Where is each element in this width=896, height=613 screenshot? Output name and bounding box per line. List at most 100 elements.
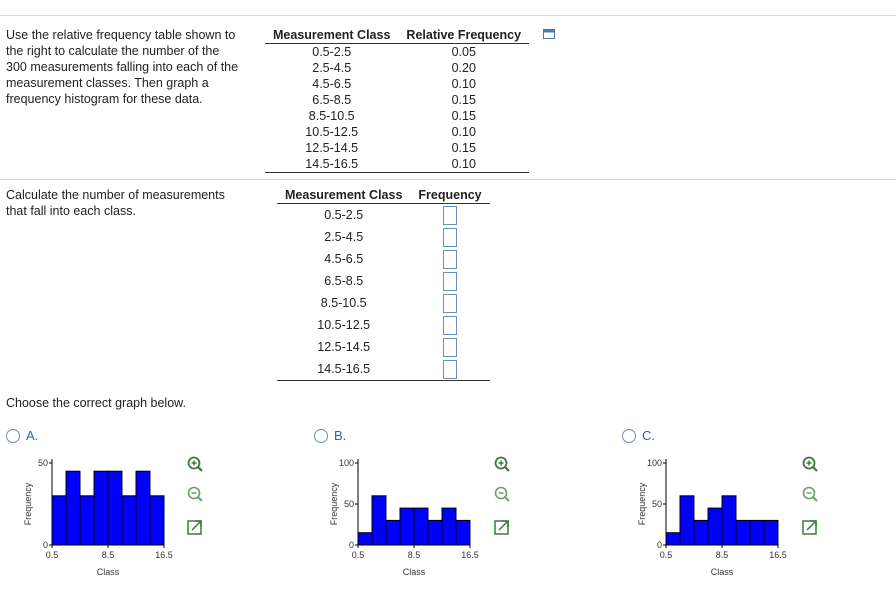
choose-graph-prompt: Choose the correct graph below. bbox=[6, 396, 186, 410]
histogram-bar bbox=[455, 519, 471, 546]
histogram-bar bbox=[399, 507, 415, 546]
frequency-input-box[interactable] bbox=[443, 227, 458, 247]
option-c-radio[interactable] bbox=[622, 428, 636, 443]
rel-freq-cell: 0.15 bbox=[451, 109, 476, 123]
option-a-radio[interactable] bbox=[6, 428, 20, 443]
option-b[interactable]: B. bbox=[314, 428, 346, 443]
option-b-radio[interactable] bbox=[314, 428, 328, 443]
zoom-out-icon[interactable] bbox=[801, 485, 819, 503]
zoom-in-icon[interactable] bbox=[493, 455, 511, 473]
y-axis-label: Frequency bbox=[23, 482, 33, 525]
frequency-row: 2.5-4.5 bbox=[277, 226, 490, 248]
frequency-cell bbox=[410, 358, 490, 381]
zoom-in-icon[interactable] bbox=[186, 455, 204, 473]
y-tick-label: 0 bbox=[657, 540, 662, 550]
frequency-class-cell: 4.5-6.5 bbox=[324, 252, 364, 266]
rel-freq-cell: 0.10 bbox=[451, 77, 476, 91]
option-c-label: C. bbox=[642, 428, 655, 443]
option-a[interactable]: A. bbox=[6, 428, 38, 443]
histogram-option-b: 0 50 100 0.5 8.5 16.5 Class Frequency bbox=[329, 458, 479, 577]
relative-frequency-table: Measurement Class Relative Frequency 0.5… bbox=[265, 27, 530, 173]
class-cell: 8.5-10.5 bbox=[308, 109, 355, 123]
frequency-row: 0.5-2.5 bbox=[277, 204, 490, 227]
table-row: 12.5-14.5 0.15 bbox=[265, 140, 529, 156]
histogram-bar bbox=[65, 470, 81, 546]
histogram-bar bbox=[665, 532, 681, 546]
histogram-bar bbox=[441, 507, 457, 546]
frequency-class-cell: 0.5-2.5 bbox=[324, 208, 364, 222]
histogram-bar bbox=[107, 470, 123, 546]
calc-prompt-line: that fall into each class. bbox=[6, 204, 136, 218]
histogram-bar bbox=[149, 495, 165, 546]
x-tick-label: 0.5 bbox=[660, 550, 673, 560]
frequency-row: 6.5-8.5 bbox=[277, 270, 490, 292]
x-axis-label: Class bbox=[403, 567, 426, 577]
frequency-row: 14.5-16.5 bbox=[277, 358, 490, 381]
rel-freq-cell: 0.15 bbox=[451, 141, 476, 155]
histogram-bar bbox=[385, 519, 401, 546]
table-header-class: Measurement Class bbox=[265, 27, 399, 44]
frequency-row: 10.5-12.5 bbox=[277, 314, 490, 336]
frequency-row: 8.5-10.5 bbox=[277, 292, 490, 314]
option-b-label: B. bbox=[334, 428, 347, 443]
frequency-input-box[interactable] bbox=[443, 271, 458, 291]
histogram-option-a: 0 50 0.5 8.5 16.5 Class Frequency bbox=[23, 458, 173, 577]
frequency-input-box[interactable] bbox=[443, 249, 458, 269]
zoom-out-icon[interactable] bbox=[186, 485, 204, 503]
rel-freq-cell: 0.20 bbox=[451, 61, 476, 75]
histogram-bar bbox=[413, 507, 429, 546]
prompt-line: frequency histogram for these data. bbox=[6, 92, 203, 106]
y-tick-label: 100 bbox=[647, 458, 662, 468]
frequency-class-cell: 12.5-14.5 bbox=[317, 340, 371, 354]
rel-freq-cell: 0.10 bbox=[398, 156, 530, 173]
x-tick-label: 16.5 bbox=[155, 550, 173, 560]
option-c[interactable]: C. bbox=[622, 428, 655, 443]
histogram-bar bbox=[749, 519, 765, 546]
histogram-bar bbox=[763, 519, 779, 546]
frequency-input-box[interactable] bbox=[443, 315, 458, 335]
frequency-class-cell: 2.5-4.5 bbox=[324, 230, 364, 244]
frequency-class-cell: 6.5-8.5 bbox=[324, 274, 364, 288]
frequency-cell bbox=[410, 270, 489, 292]
class-cell: 10.5-12.5 bbox=[305, 125, 359, 139]
x-tick-label: 8.5 bbox=[102, 550, 115, 560]
x-tick-label: 8.5 bbox=[716, 550, 729, 560]
frequency-class-cell: 14.5-16.5 bbox=[277, 358, 411, 381]
table-header-relative-frequency: Relative Frequency bbox=[398, 27, 530, 44]
frequency-cell bbox=[410, 314, 489, 336]
rel-freq-cell: 0.10 bbox=[451, 125, 476, 139]
copy-icon[interactable] bbox=[543, 29, 555, 39]
frequency-input-box[interactable] bbox=[443, 293, 458, 313]
histogram-bar bbox=[707, 507, 723, 546]
frequency-input-box[interactable] bbox=[443, 205, 458, 225]
freq-header-class: Measurement Class bbox=[277, 187, 411, 204]
y-tick-label: 0 bbox=[349, 540, 354, 550]
y-tick-label: 0 bbox=[43, 540, 48, 550]
expand-icon[interactable] bbox=[801, 518, 819, 536]
histogram-bar bbox=[121, 495, 137, 546]
x-tick-label: 0.5 bbox=[352, 550, 365, 560]
zoom-out-icon[interactable] bbox=[493, 485, 511, 503]
prompt-line: Use the relative frequency table shown t… bbox=[6, 28, 236, 42]
expand-icon[interactable] bbox=[186, 518, 204, 536]
x-tick-label: 0.5 bbox=[46, 550, 59, 560]
table-row: 2.5-4.5 0.20 bbox=[265, 60, 529, 76]
y-tick-label: 50 bbox=[38, 458, 48, 468]
class-cell: 0.5-2.5 bbox=[312, 45, 352, 59]
y-axis-label: Frequency bbox=[329, 482, 339, 525]
frequency-row: 4.5-6.5 bbox=[277, 248, 490, 270]
frequency-cell bbox=[410, 226, 489, 248]
y-axis-label: Frequency bbox=[637, 482, 647, 525]
table-row: 10.5-12.5 0.10 bbox=[265, 124, 529, 140]
prompt-line: 300 measurements falling into each of th… bbox=[6, 60, 239, 74]
frequency-class-cell: 8.5-10.5 bbox=[320, 296, 367, 310]
zoom-in-icon[interactable] bbox=[801, 455, 819, 473]
table-row: 0.5-2.5 0.05 bbox=[265, 44, 529, 61]
frequency-input-box[interactable] bbox=[443, 359, 458, 379]
class-cell: 14.5-16.5 bbox=[265, 156, 399, 173]
frequency-input-box[interactable] bbox=[443, 337, 458, 357]
histogram-bar bbox=[93, 470, 109, 546]
histogram-bar bbox=[51, 495, 67, 546]
prompt-line: the right to calculate the number of the bbox=[6, 44, 220, 58]
expand-icon[interactable] bbox=[493, 518, 511, 536]
